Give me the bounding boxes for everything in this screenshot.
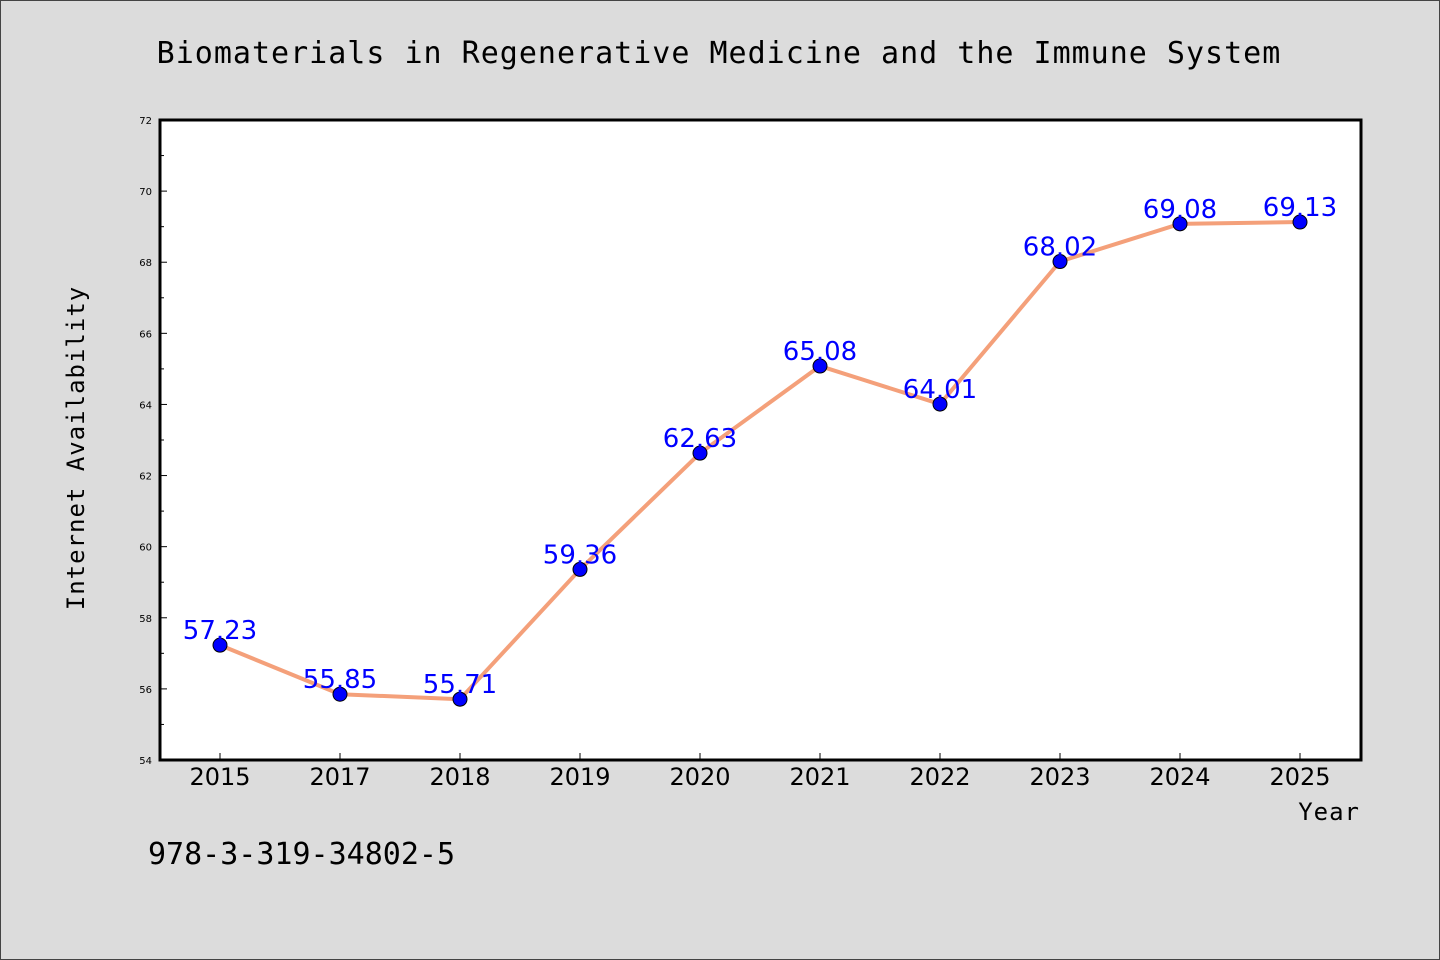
data-point <box>452 691 468 707</box>
x-axis-title: Year <box>1298 798 1360 826</box>
y-tick-label: 54 <box>139 756 152 767</box>
data-point <box>212 637 228 653</box>
y-tick-label: 68 <box>139 258 152 269</box>
data-label: 69.13 <box>1263 193 1337 223</box>
x-tick-label: 2017 <box>309 763 370 791</box>
y-tick-label: 72 <box>139 116 152 127</box>
x-tick-label: 2023 <box>1029 763 1090 791</box>
x-axis: 2015 2017 2018 2019 2020 2021 2022 2023 2024 2025 <box>189 753 1331 791</box>
x-tick-label: 2015 <box>189 763 250 791</box>
data-point <box>692 445 708 461</box>
y-tick-label: 62 <box>139 472 152 483</box>
x-tick-label: 2018 <box>429 763 490 791</box>
x-tick-label: 2021 <box>789 763 850 791</box>
data-label: 69.08 <box>1143 195 1217 225</box>
data-point <box>572 561 588 577</box>
data-label: 55.71 <box>423 670 497 700</box>
data-point <box>332 686 348 702</box>
data-point <box>1292 214 1308 230</box>
data-point <box>1052 254 1068 270</box>
x-tick-label: 2019 <box>549 763 610 791</box>
x-tick-label: 2020 <box>669 763 730 791</box>
series-layer: 57.23 55.85 55.71 59.36 62.63 65.08 64.01 68.02… <box>183 193 1337 707</box>
data-label: 64.01 <box>903 375 977 405</box>
x-tick-label: 2022 <box>909 763 970 791</box>
y-axis: 54 56 58 60 62 64 66 68 70 72 <box>139 116 167 767</box>
y-tick-label: 70 <box>139 187 152 198</box>
data-label: 59.36 <box>543 540 617 570</box>
x-tick-label: 2025 <box>1269 763 1330 791</box>
y-tick-label: 58 <box>139 614 152 625</box>
data-label: 68.02 <box>1023 233 1097 263</box>
y-tick-label: 64 <box>139 400 152 411</box>
y-tick-label: 56 <box>139 685 152 696</box>
data-point <box>812 358 828 374</box>
chart-title: Biomaterials in Regenerative Medicine an… <box>157 36 1282 71</box>
data-label: 62.63 <box>663 424 737 454</box>
y-tick-label: 60 <box>139 543 152 554</box>
data-point <box>932 396 948 412</box>
data-label: 55.85 <box>303 665 377 695</box>
x-tick-label: 2024 <box>1149 763 1210 791</box>
y-tick-label: 66 <box>139 329 152 340</box>
isbn-footer: 978-3-319-34802-5 <box>148 837 455 872</box>
plot-area <box>158 118 1363 762</box>
data-label: 57.23 <box>183 616 257 646</box>
data-point <box>1172 216 1188 232</box>
series-line <box>218 220 1302 702</box>
data-label: 65.08 <box>783 337 857 367</box>
y-axis-title: Internet Availability <box>62 286 90 610</box>
